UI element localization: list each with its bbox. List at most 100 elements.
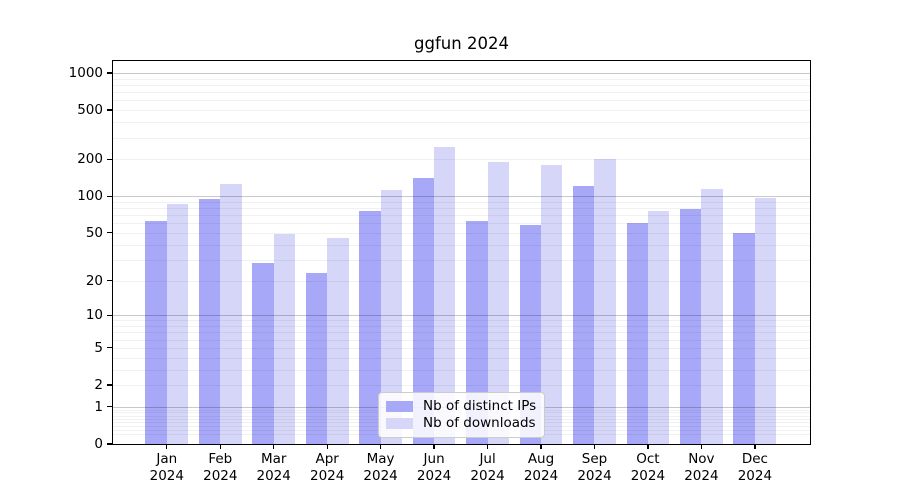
x-tick-label: Sep 2024	[577, 451, 612, 484]
major-gridline	[113, 315, 810, 317]
y-tick-mark	[106, 195, 112, 197]
y-tick-label: 50	[85, 224, 103, 241]
minor-gridline	[113, 122, 810, 124]
minor-gridline	[113, 385, 810, 386]
legend-label-downloads: Nb of downloads	[423, 415, 536, 431]
x-tick-label: Aug 2024	[523, 451, 559, 484]
minor-gridline	[113, 92, 810, 94]
minor-gridline	[113, 215, 810, 217]
major-gridline	[113, 196, 810, 198]
bar-downloads-jun-2024	[434, 147, 456, 444]
y-tick-label: 0	[94, 436, 103, 452]
minor-gridline	[113, 332, 810, 334]
bar-downloads-may-2024	[380, 190, 403, 444]
minor-gridline	[113, 137, 810, 139]
minor-gridline	[113, 320, 810, 322]
minor-gridline	[113, 223, 810, 225]
legend-row-distinct-ips: Nb of distinct IPs	[386, 398, 537, 415]
bar-ips-mar-2024	[252, 263, 274, 444]
bar-ips-oct-2024	[626, 223, 648, 444]
x-tick-mark	[379, 444, 382, 449]
bar-ips-sep-2024	[573, 186, 595, 444]
x-tick-label: Mar 2024	[256, 451, 291, 484]
minor-gridline	[113, 280, 810, 282]
legend: Nb of distinct IPs Nb of downloads	[378, 392, 545, 438]
y-tick-mark	[106, 406, 112, 408]
y-tick-mark	[106, 279, 112, 282]
x-tick-mark	[700, 444, 703, 449]
y-tick-label: 5	[94, 339, 103, 356]
y-tick-label: 200	[77, 151, 103, 168]
minor-gridline	[113, 201, 810, 203]
minor-gridline	[113, 110, 810, 112]
x-tick-label: Apr 2024	[310, 451, 345, 484]
minor-gridline	[113, 244, 810, 246]
legend-swatch-downloads	[386, 418, 413, 429]
bar-downloads-nov-2024	[701, 188, 723, 444]
bar-downloads-dec-2024	[754, 197, 777, 444]
bar-ips-dec-2024	[733, 232, 755, 444]
minor-gridline	[113, 78, 810, 80]
x-tick-mark	[647, 444, 649, 449]
bar-downloads-sep-2024	[594, 159, 616, 444]
x-tick-mark	[754, 444, 756, 449]
bar-downloads-mar-2024	[273, 233, 296, 444]
bar-downloads-oct-2024	[647, 210, 670, 444]
minor-gridline	[113, 232, 810, 234]
legend-label-ips: Nb of distinct IPs	[423, 398, 537, 414]
x-tick-label: Dec 2024	[737, 451, 773, 484]
x-tick-label: May 2024	[363, 451, 398, 484]
x-tick-label: Nov 2024	[684, 451, 719, 484]
minor-gridline	[113, 100, 810, 102]
minor-gridline	[113, 369, 810, 371]
y-tick-mark	[106, 232, 112, 234]
bar-ips-jul-2024	[466, 220, 488, 444]
y-tick-mark	[106, 314, 112, 316]
legend-row-downloads: Nb of downloads	[386, 415, 536, 432]
x-tick-mark	[486, 444, 489, 449]
y-tick-label: 10	[85, 307, 103, 324]
bar-ips-nov-2024	[680, 208, 702, 444]
bar-ips-feb-2024	[198, 198, 221, 444]
bar-downloads-apr-2024	[327, 238, 349, 444]
minor-gridline	[113, 84, 810, 86]
x-tick-mark	[326, 444, 328, 449]
x-tick-mark	[433, 444, 435, 449]
minor-gridline	[113, 339, 810, 341]
axis-layer: 0 1 2 5 10 20 50 100 200 500 1000 Jan 2024 Feb 2024 Mar…	[69, 61, 810, 484]
y-tick-label: 20	[85, 272, 103, 289]
bar-downloads-feb-2024	[220, 184, 242, 444]
x-tick-label: Oct 2024	[630, 451, 666, 484]
y-tick-mark	[106, 158, 112, 160]
y-tick-mark	[106, 72, 112, 74]
y-tick-label: 1	[94, 398, 103, 415]
y-tick-mark	[106, 443, 112, 445]
minor-gridline	[113, 259, 810, 261]
y-tick-mark	[106, 109, 112, 111]
y-tick-mark	[106, 347, 112, 349]
bar-downloads-jan-2024	[166, 203, 189, 444]
major-gridline	[113, 73, 810, 74]
minor-gridline	[113, 326, 810, 327]
y-tick-mark	[106, 384, 112, 386]
bar-downloads-jul-2024	[487, 161, 509, 444]
bars-layer	[113, 61, 810, 444]
minor-gridline	[113, 208, 810, 209]
x-tick-label: Jan 2024	[149, 451, 184, 484]
minor-gridline	[113, 159, 810, 161]
y-tick-label: 100	[77, 188, 103, 205]
x-tick-mark	[593, 444, 596, 449]
bar-ips-apr-2024	[305, 273, 328, 444]
y-tick-label: 2	[94, 377, 103, 393]
bar-ips-jun-2024	[412, 178, 435, 444]
legend-swatch-ips	[386, 401, 413, 412]
minor-gridline	[113, 347, 810, 349]
bar-ips-aug-2024	[519, 225, 541, 444]
x-tick-label: Feb 2024	[203, 451, 238, 484]
bar-ips-may-2024	[359, 211, 381, 444]
x-tick-mark	[166, 444, 168, 449]
y-tick-label: 500	[77, 102, 103, 119]
bar-ips-jan-2024	[145, 220, 167, 444]
minor-gridline	[113, 357, 810, 359]
